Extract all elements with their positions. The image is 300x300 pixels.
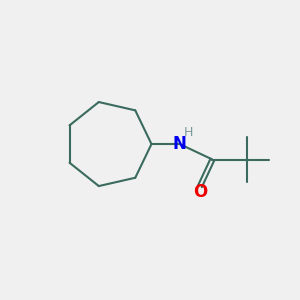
Text: H: H <box>183 126 193 139</box>
Text: O: O <box>193 183 207 201</box>
Text: N: N <box>173 135 187 153</box>
